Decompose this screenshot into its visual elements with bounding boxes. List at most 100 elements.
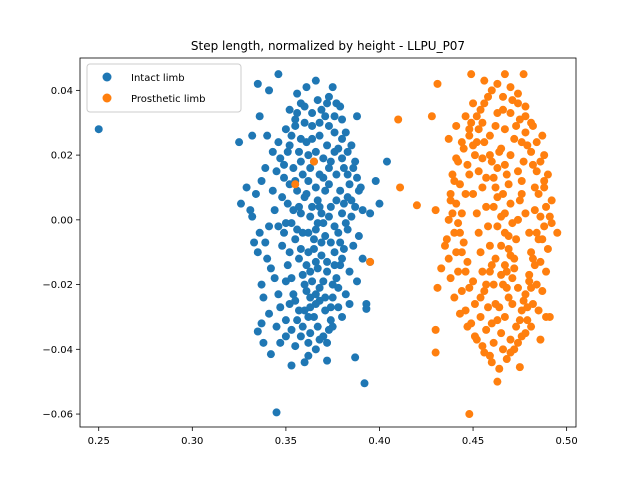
data-point (326, 202, 335, 211)
data-point (360, 379, 369, 388)
data-point (270, 206, 279, 215)
data-point (536, 157, 545, 166)
data-point (300, 306, 309, 315)
data-point (235, 138, 244, 147)
data-point (287, 274, 296, 283)
data-point (255, 112, 264, 121)
data-point (311, 76, 320, 85)
data-point (313, 322, 322, 331)
data-point (519, 70, 528, 79)
data-point (321, 112, 330, 121)
data-point (482, 325, 491, 334)
data-point (506, 199, 515, 208)
data-point (485, 241, 494, 250)
data-point (528, 254, 537, 263)
data-point (313, 196, 322, 205)
data-point (317, 251, 326, 260)
data-point (465, 125, 474, 134)
data-point (508, 300, 517, 308)
data-point (454, 267, 463, 276)
data-point (334, 283, 343, 292)
data-point (506, 151, 515, 160)
data-point (444, 134, 453, 143)
data-point (268, 186, 277, 195)
data-point (528, 160, 537, 169)
data-point (547, 219, 556, 228)
legend-marker (102, 93, 112, 103)
data-point (504, 244, 513, 253)
data-point (527, 147, 536, 156)
data-point (293, 186, 302, 195)
data-point (452, 154, 461, 163)
data-point (465, 283, 474, 292)
data-point (272, 408, 281, 417)
data-point (553, 228, 562, 237)
data-point (500, 70, 509, 79)
data-point (351, 353, 360, 362)
data-point (442, 235, 451, 244)
data-point (457, 209, 466, 218)
data-point (302, 287, 311, 296)
data-point (315, 131, 324, 140)
data-point (298, 322, 307, 331)
data-point (319, 154, 328, 163)
data-point (257, 319, 266, 328)
data-point (482, 202, 491, 211)
data-point (491, 121, 500, 130)
data-point (470, 151, 479, 160)
data-point (455, 180, 464, 189)
data-point (287, 131, 296, 140)
data-point (527, 283, 536, 292)
data-point (272, 322, 281, 331)
axes-frame (79, 57, 577, 428)
data-point (476, 293, 485, 302)
data-point (324, 180, 333, 189)
data-point (448, 170, 457, 179)
data-point (534, 306, 543, 315)
data-point (427, 112, 436, 121)
data-point (495, 147, 504, 156)
data-point (517, 177, 526, 185)
data-point (293, 316, 302, 325)
data-point (336, 238, 345, 247)
series-1 (94, 70, 391, 417)
data-point (253, 248, 262, 257)
data-point (332, 196, 341, 205)
data-point (532, 138, 541, 147)
legend-box (86, 63, 242, 113)
data-point (538, 131, 547, 140)
data-point (472, 209, 481, 218)
data-point (474, 167, 483, 176)
data-point (499, 92, 507, 101)
data-point (343, 147, 352, 156)
data-point (478, 267, 487, 276)
data-point (265, 309, 274, 318)
data-point (487, 358, 496, 367)
data-point (323, 356, 332, 365)
data-point (280, 173, 289, 182)
data-point (523, 303, 532, 312)
data-point (336, 261, 345, 270)
data-point (502, 170, 511, 179)
y-tick-label: −0.02 (42, 280, 73, 291)
data-point (489, 202, 498, 211)
y-tick-label: −0.06 (42, 410, 73, 421)
data-point (470, 300, 479, 308)
data-point (308, 202, 317, 211)
data-point (431, 348, 440, 357)
data-point (300, 118, 309, 127)
data-point (396, 183, 405, 192)
data-point (334, 228, 343, 237)
data-point (513, 338, 522, 347)
data-point (353, 277, 362, 286)
data-point (349, 241, 358, 250)
data-point (259, 338, 268, 347)
data-point (345, 300, 354, 308)
data-point (540, 222, 549, 231)
data-point (302, 83, 311, 92)
data-point (266, 264, 275, 273)
data-point (323, 99, 332, 108)
data-point (326, 238, 335, 247)
data-point (474, 228, 483, 237)
data-point (338, 154, 347, 163)
